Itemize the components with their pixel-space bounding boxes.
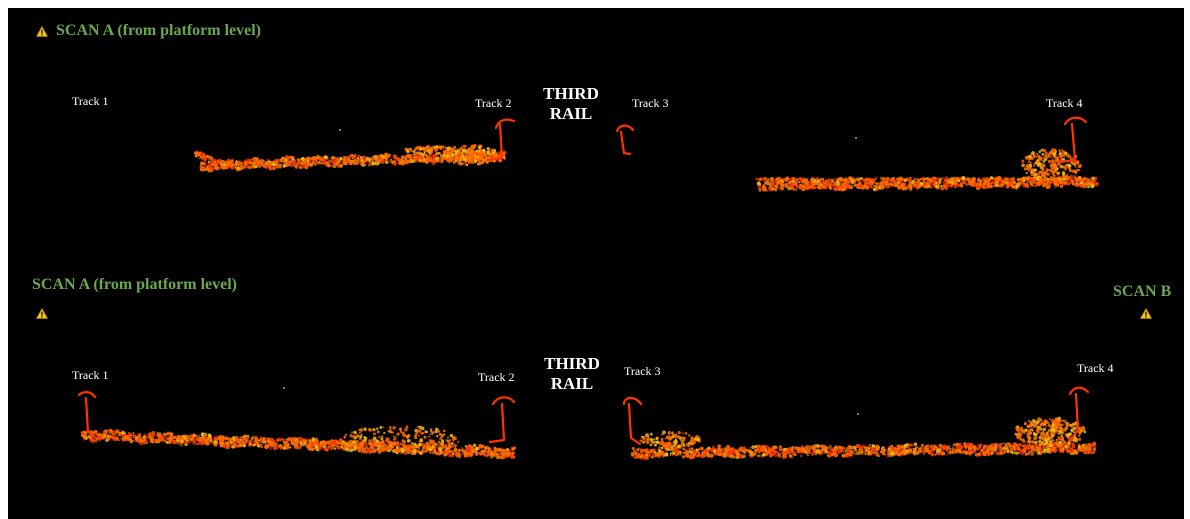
bottom-track-2-label: Track 2 — [478, 370, 515, 384]
bottom-track-3-debris — [639, 430, 701, 449]
bottom-track-2-rail — [488, 396, 516, 444]
top-track-3-label: Track 3 — [632, 96, 669, 110]
bottom-track-1-label: Track 1 — [72, 368, 109, 382]
bottom-third-rail-line2: RAIL — [550, 374, 594, 393]
warning-triangle-icon — [36, 308, 48, 319]
bottom-track-3-label: Track 3 — [624, 364, 661, 378]
top-third-rail-label: THIRD RAIL — [536, 84, 606, 124]
bottom-scan-a-label: SCAN A (from platform level) — [32, 276, 237, 293]
bottom-track-1-rail — [77, 391, 98, 440]
bottom-track-4-rail — [1068, 386, 1090, 442]
top-track-4-debris — [1021, 148, 1082, 182]
top-third-rail-line2: RAIL — [549, 104, 593, 123]
bottom-track-2-debris — [339, 425, 460, 456]
bottom-left-green-spot — [311, 437, 319, 444]
top-track-2-debris — [442, 143, 499, 167]
bottom-third-rail-label: THIRD RAIL — [537, 354, 607, 394]
stray-point — [339, 129, 341, 131]
top-left-track-bed-tail — [193, 150, 227, 171]
bottom-track-4-label: Track 4 — [1077, 361, 1114, 375]
warning-triangle-icon — [36, 26, 48, 37]
top-track-1-label: Track 1 — [72, 94, 109, 108]
top-track-2-label: Track 2 — [475, 96, 512, 110]
stray-point — [283, 387, 285, 389]
top-third-rail-line1: THIRD — [543, 84, 599, 103]
bottom-track-3-rail — [622, 396, 643, 446]
top-track-4-rail — [1058, 116, 1088, 164]
stray-point — [855, 137, 857, 139]
bottom-track-4-debris — [1014, 416, 1087, 448]
top-track-3-rail — [615, 124, 635, 156]
stray-point — [857, 413, 859, 415]
top-track-2-debris-upper — [404, 145, 454, 156]
bottom-third-rail-line1: THIRD — [544, 354, 600, 373]
warning-triangle-icon — [1140, 308, 1152, 319]
bottom-right-track-bed — [630, 440, 1097, 460]
top-track-4-label: Track 4 — [1046, 96, 1083, 110]
top-scan-a-label: SCAN A (from platform level) — [56, 22, 261, 39]
bottom-scan-b-label: SCAN B — [1113, 283, 1172, 300]
top-track-2-rail — [486, 118, 516, 162]
